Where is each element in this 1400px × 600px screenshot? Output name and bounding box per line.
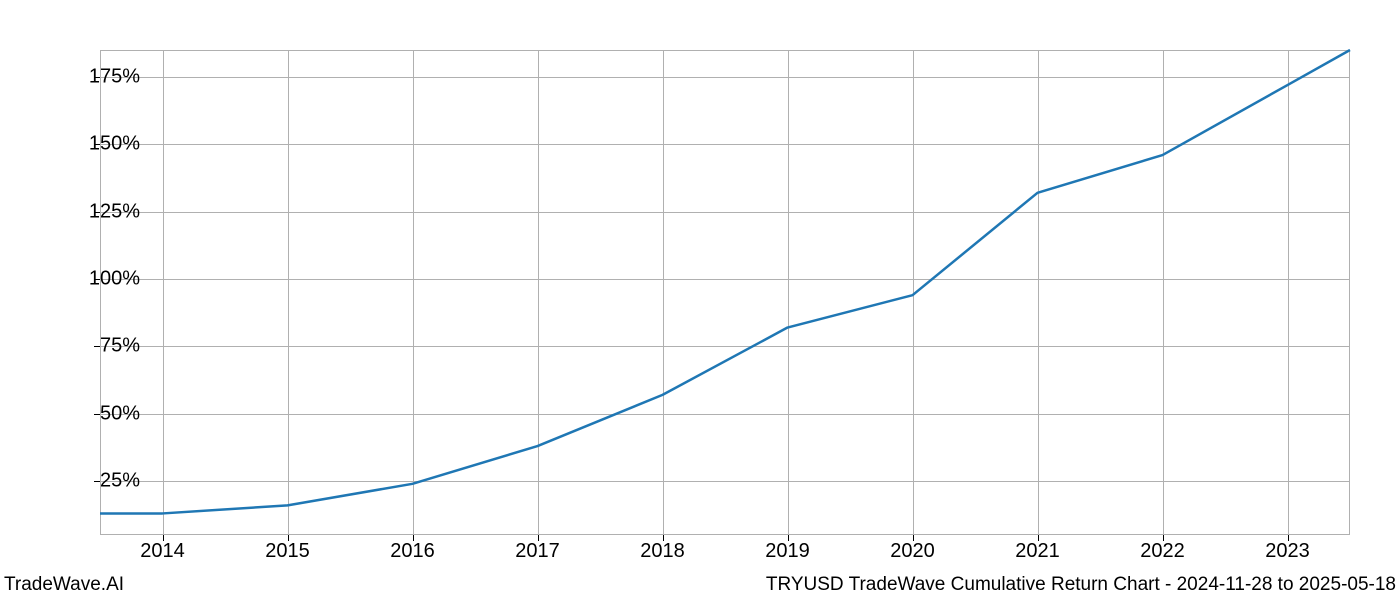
xtick-label: 2017 <box>515 540 560 563</box>
xtick-label: 2015 <box>265 540 310 563</box>
xtick-label: 2014 <box>140 540 185 563</box>
ytick-label: 175% <box>89 65 140 88</box>
ytick-label: 50% <box>100 402 140 425</box>
line-series <box>100 50 1350 535</box>
ytick-label: 25% <box>100 470 140 493</box>
footer-brand: TradeWave.AI <box>4 574 124 596</box>
xtick-label: 2020 <box>890 540 935 563</box>
footer-caption: TRYUSD TradeWave Cumulative Return Chart… <box>766 574 1396 596</box>
ytick-label: 75% <box>100 335 140 358</box>
xtick-label: 2021 <box>1015 540 1060 563</box>
ytick-label: 125% <box>89 200 140 223</box>
xtick-label: 2019 <box>765 540 810 563</box>
chart-plot-area <box>100 50 1350 535</box>
ytick-label: 150% <box>89 133 140 156</box>
xtick-label: 2016 <box>390 540 435 563</box>
xtick-label: 2023 <box>1265 540 1310 563</box>
xtick-label: 2018 <box>640 540 685 563</box>
xtick-label: 2022 <box>1140 540 1185 563</box>
series-cumulative-return <box>100 50 1350 513</box>
ytick-label: 100% <box>89 268 140 291</box>
